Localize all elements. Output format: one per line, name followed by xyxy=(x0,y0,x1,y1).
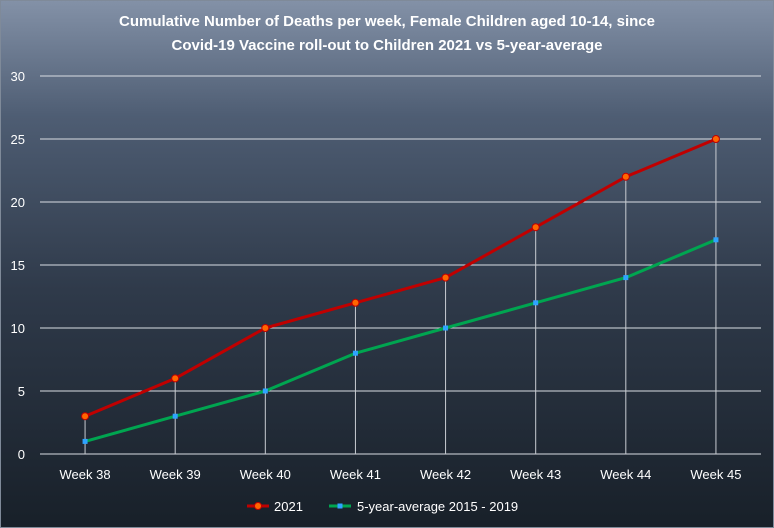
data-point-5-year-average xyxy=(352,350,358,356)
series-line-2 xyxy=(84,238,717,443)
data-point-2021 xyxy=(351,298,360,307)
chart-title-line-2: Covid-19 Vaccine roll-out to Children 20… xyxy=(171,37,603,54)
y-tick-label: 30 xyxy=(11,69,25,84)
chart-title-line-1: Cumulative Number of Deaths per week, Fe… xyxy=(118,13,655,30)
data-point-2021 xyxy=(621,172,630,181)
data-point-5-year-average xyxy=(713,237,719,243)
x-tick-label: Week 38 xyxy=(60,467,111,482)
data-point-5-year-average xyxy=(443,325,449,331)
chart-title: Cumulative Number of Deaths per week, Fe… xyxy=(1,10,773,58)
y-tick-label: 0 xyxy=(18,447,25,462)
series-line-1 xyxy=(84,137,717,418)
x-tick-label: Week 42 xyxy=(420,467,471,482)
data-point-2021 xyxy=(261,324,270,332)
y-tick-label: 10 xyxy=(11,321,25,336)
y-tick-label: 20 xyxy=(11,195,25,210)
x-tick-label: Week 40 xyxy=(240,467,291,482)
x-tick-label: Week 44 xyxy=(600,467,651,482)
data-point-2021 xyxy=(531,223,540,232)
data-point-5-year-average xyxy=(533,300,539,306)
legend-marker-2021 xyxy=(254,502,262,510)
x-tick-label: Week 41 xyxy=(330,467,381,482)
data-point-5-year-average xyxy=(262,388,268,394)
data-point-2021 xyxy=(171,374,180,383)
data-point-5-year-average xyxy=(623,275,629,281)
legend-marker-5-year-average xyxy=(337,503,343,509)
y-tick-label: 5 xyxy=(18,384,25,399)
x-tick-label: Week 39 xyxy=(150,467,201,482)
data-point-2021 xyxy=(711,135,720,143)
y-tick-label: 15 xyxy=(11,258,25,273)
y-tick-label: 25 xyxy=(11,132,25,147)
data-point-2021 xyxy=(81,412,90,421)
legend-label-2: 5-year-average 2015 - 2019 xyxy=(357,499,518,514)
x-tick-label: Week 43 xyxy=(510,467,561,482)
data-point-5-year-average xyxy=(82,438,88,444)
data-point-5-year-average xyxy=(172,413,178,419)
data-point-2021 xyxy=(441,273,450,282)
x-tick-label: Week 45 xyxy=(690,467,741,482)
legend-label-1: 2021 xyxy=(274,499,303,514)
